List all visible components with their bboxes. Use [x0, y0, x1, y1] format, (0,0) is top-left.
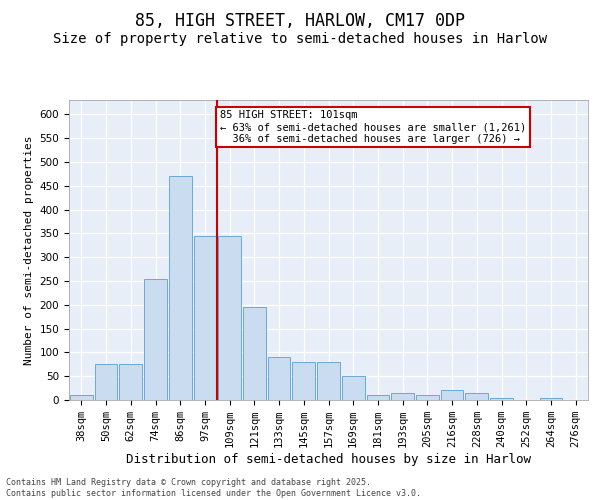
- Y-axis label: Number of semi-detached properties: Number of semi-detached properties: [24, 135, 34, 365]
- X-axis label: Distribution of semi-detached houses by size in Harlow: Distribution of semi-detached houses by …: [126, 453, 531, 466]
- Bar: [490, 398, 513, 400]
- Text: 85 HIGH STREET: 101sqm
← 63% of semi-detached houses are smaller (1,261)
  36% o: 85 HIGH STREET: 101sqm ← 63% of semi-det…: [220, 110, 526, 144]
- Bar: [441, 390, 463, 400]
- Bar: [367, 395, 389, 400]
- Bar: [539, 398, 562, 400]
- Bar: [194, 236, 216, 400]
- Bar: [416, 395, 439, 400]
- Bar: [218, 236, 241, 400]
- Bar: [466, 393, 488, 400]
- Bar: [95, 364, 118, 400]
- Bar: [243, 307, 266, 400]
- Bar: [268, 357, 290, 400]
- Text: Contains HM Land Registry data © Crown copyright and database right 2025.
Contai: Contains HM Land Registry data © Crown c…: [6, 478, 421, 498]
- Bar: [292, 362, 315, 400]
- Bar: [391, 393, 414, 400]
- Text: 85, HIGH STREET, HARLOW, CM17 0DP: 85, HIGH STREET, HARLOW, CM17 0DP: [135, 12, 465, 30]
- Bar: [119, 364, 142, 400]
- Bar: [144, 278, 167, 400]
- Bar: [317, 362, 340, 400]
- Text: Size of property relative to semi-detached houses in Harlow: Size of property relative to semi-detach…: [53, 32, 547, 46]
- Bar: [70, 395, 93, 400]
- Bar: [169, 176, 191, 400]
- Bar: [342, 376, 365, 400]
